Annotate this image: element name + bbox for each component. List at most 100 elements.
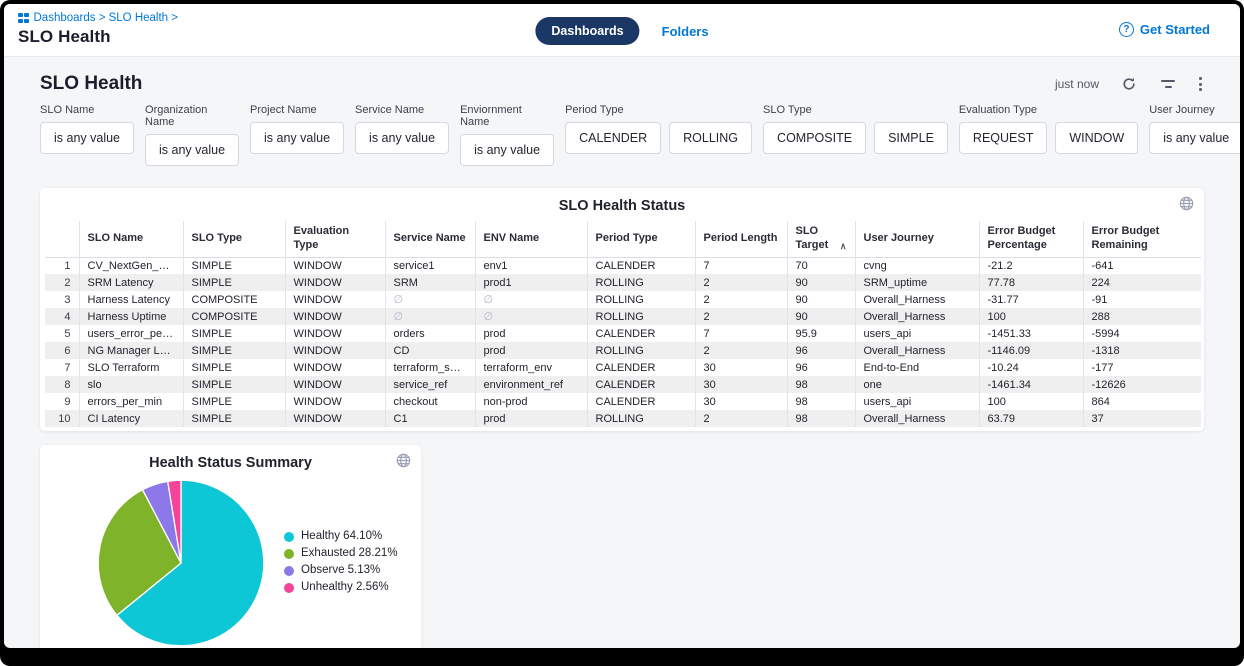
breadcrumb[interactable]: Dashboards > SLO Health >	[18, 12, 178, 24]
column-header[interactable]: SLO Target ∧	[787, 221, 856, 257]
table-cell: 2	[695, 291, 788, 308]
row-index: 2	[45, 274, 80, 291]
filter-value-button[interactable]: ROLLING	[669, 122, 753, 154]
table-cell: -1318	[1091, 344, 1120, 357]
table-cell: -12626	[1091, 378, 1126, 391]
pie-legend: Healthy 64.10% Exhausted 28.21% Observe 5.…	[284, 528, 398, 596]
refresh-icon[interactable]	[1119, 74, 1139, 94]
column-header[interactable]: Period Length	[695, 221, 788, 257]
slo-health-status-card: SLO Health Status SLO Name SLO Type Evalua…	[40, 188, 1204, 431]
filter-label: Period Type	[565, 104, 624, 116]
table-cell: 224	[1091, 276, 1110, 289]
legend-item[interactable]: Observe 5.13%	[284, 562, 398, 579]
filter-value-button[interactable]: WINDOW	[1055, 122, 1139, 154]
kebab-menu-icon[interactable]	[1197, 75, 1204, 93]
legend-item[interactable]: Exhausted 28.21%	[284, 545, 398, 562]
column-header[interactable]: ENV Name	[475, 221, 588, 257]
table-cell: 288	[1091, 310, 1110, 323]
filter-value-button[interactable]: REQUEST	[958, 122, 1048, 154]
table-row[interactable]: 6 NG Manager Latency SIMPLE WINDOW CD prod ROL…	[45, 342, 1201, 359]
column-header[interactable]: Error Budget Remaining	[1091, 225, 1160, 251]
filter-value-button[interactable]: SIMPLE	[874, 122, 948, 154]
tab-dashboards[interactable]: Dashboards	[535, 17, 640, 45]
table-cell: environment_ref	[475, 376, 588, 393]
filter-value-button[interactable]: CALENDER	[565, 122, 662, 154]
filter-bar: SLO Name is any value Organization Name is …	[40, 104, 1240, 166]
table-cell: 90	[787, 291, 856, 308]
last-refreshed: just now	[1054, 77, 1099, 91]
filter-group: Enviornment Name is any value	[460, 104, 555, 166]
filter-value-button[interactable]: is any value	[40, 122, 135, 154]
filter-value-button[interactable]: is any value	[250, 122, 345, 154]
table-row[interactable]: 5 users_error_per_min SIMPLE WINDOW orders pr…	[45, 325, 1201, 342]
top-bar: Dashboards > SLO Health > SLO Health Das…	[4, 4, 1240, 57]
table-cell: 37	[1091, 412, 1104, 425]
table-row[interactable]: 2 SRM Latency SIMPLE WINDOW SRM prod1 ROLLING 2…	[45, 274, 1201, 291]
row-index: 7	[45, 359, 80, 376]
table-row[interactable]: 4 Harness Uptime COMPOSITE WINDOW ∅ ∅ ROLLING 2…	[45, 308, 1201, 325]
table-cell: SIMPLE	[183, 393, 286, 410]
table-cell: SRM_uptime	[855, 274, 980, 291]
table-cell: Overall_Harness	[855, 342, 980, 359]
table-cell: 30	[695, 393, 788, 410]
tab-folders[interactable]: Folders	[661, 23, 709, 39]
globe-icon[interactable]	[1179, 196, 1194, 214]
filter-value-button[interactable]: is any value	[1149, 122, 1240, 154]
table-cell: one	[855, 376, 980, 393]
filter-group: Project Name is any value	[250, 104, 345, 166]
column-header[interactable]: SLO Type	[183, 221, 286, 257]
legend-item[interactable]: Unhealthy 2.56%	[284, 579, 398, 596]
table-cell: 90	[787, 274, 856, 291]
filter-group: Evaluation Type REQUEST WINDOW	[958, 104, 1139, 166]
table-cell: slo	[79, 376, 184, 393]
page-title: SLO Health	[40, 73, 143, 94]
filter-value-button[interactable]: COMPOSITE	[763, 122, 867, 154]
table-cell: CI Latency	[79, 410, 184, 427]
table-row[interactable]: 10 CI Latency SIMPLE WINDOW C1 prod ROLLING 2 98…	[45, 410, 1201, 427]
legend-item[interactable]: Healthy 64.10%	[284, 528, 398, 545]
filter-icon[interactable]	[1159, 78, 1177, 90]
column-header[interactable]: SLO Name	[79, 221, 184, 257]
table-cell: WINDOW	[285, 359, 386, 376]
table-row[interactable]: 1 CV_NextGen_Prod SIMPLE WINDOW service1 env1…	[45, 257, 1201, 274]
pie-chart-title: Health Status Summary	[149, 455, 312, 471]
table-row[interactable]: 7 SLO Terraform SIMPLE WINDOW terraform_serv…	[45, 359, 1201, 376]
table-cell: 100	[979, 308, 1084, 325]
table-cell: 7	[695, 325, 788, 342]
filter-value-button[interactable]: is any value	[145, 134, 240, 166]
pie-slice-unhealthy[interactable]	[166, 479, 182, 564]
pie-slice-exhausted[interactable]	[97, 488, 182, 617]
pie-slice-healthy[interactable]	[115, 479, 265, 647]
filter-value-button[interactable]: is any value	[460, 134, 555, 166]
column-header[interactable]: Error Budget Percentage	[979, 221, 1084, 257]
column-header[interactable]: Service Name	[385, 221, 476, 257]
filter-value-button[interactable]: is any value	[355, 122, 450, 154]
row-index-header	[45, 221, 80, 257]
column-header[interactable]: Period Type	[587, 221, 696, 257]
table-cell: prod1	[475, 274, 588, 291]
globe-icon[interactable]	[396, 453, 411, 471]
table-cell: -21.2	[979, 257, 1084, 274]
app-window: Dashboards > SLO Health > SLO Health Das…	[4, 4, 1240, 648]
table-cell: 98	[787, 393, 856, 410]
column-header[interactable]: User Journey	[855, 221, 980, 257]
table-cell: COMPOSITE	[183, 291, 286, 308]
table-cell: Harness Uptime	[79, 308, 184, 325]
table-cell: C1	[385, 410, 476, 427]
table-row[interactable]: 8 slo SIMPLE WINDOW service_ref environment_r…	[45, 376, 1201, 393]
table-row[interactable]: 3 Harness Latency COMPOSITE WINDOW ∅ ∅ ROLLING…	[45, 291, 1201, 308]
table-cell: NG Manager Latency	[79, 342, 184, 359]
table-cell: 2	[695, 410, 788, 427]
breadcrumb-text[interactable]: Dashboards > SLO Health >	[33, 12, 178, 24]
table-cell: 100	[979, 393, 1084, 410]
get-started-link[interactable]: ? Get Started	[1118, 22, 1210, 37]
table-cell: Overall_Harness	[855, 291, 980, 308]
column-header[interactable]: Evaluation Type	[285, 221, 386, 257]
table-cell: Overall_Harness	[855, 410, 980, 427]
filter-group: SLO Type COMPOSITE SIMPLE	[763, 104, 948, 166]
table-cell: 98	[787, 410, 856, 427]
table-row[interactable]: 9 errors_per_min SIMPLE WINDOW checkout non-p…	[45, 393, 1201, 410]
table-cell: -1451.33	[979, 325, 1084, 342]
table-cell: SIMPLE	[183, 274, 286, 291]
table-cell: errors_per_min	[79, 393, 184, 410]
